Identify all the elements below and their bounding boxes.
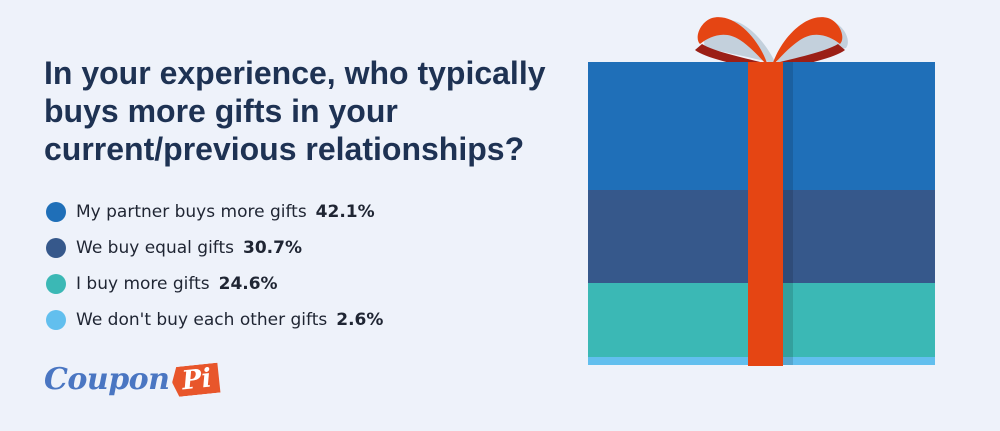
legend-value: 24.6%: [218, 274, 278, 294]
couponpi-logo: Coupon Pi: [44, 362, 219, 397]
legend-item-me: I buy more gifts 24.6%: [46, 266, 383, 302]
legend-value: 2.6%: [336, 310, 384, 330]
legend-dot-icon: [46, 238, 66, 258]
legend-label: We buy equal gifts: [76, 238, 234, 258]
legend-dot-icon: [46, 274, 66, 294]
legend-value: 30.7%: [243, 238, 302, 258]
legend-dot-icon: [46, 310, 66, 330]
legend-item-equal: We buy equal gifts 30.7%: [46, 230, 383, 266]
legend-label: My partner buys more gifts: [76, 202, 307, 222]
legend-item-none: We don't buy each other gifts 2.6%: [46, 302, 383, 338]
legend-label: We don't buy each other gifts: [76, 310, 328, 330]
legend: My partner buys more gifts 42.1% We buy …: [46, 194, 383, 338]
ribbon-vertical: [748, 62, 783, 366]
chart-title: In your experience, who typically buys m…: [44, 55, 546, 167]
legend-label: I buy more gifts: [76, 274, 210, 294]
legend-dot-icon: [46, 202, 66, 222]
logo-text: Coupon: [44, 362, 170, 397]
legend-value: 42.1%: [315, 202, 375, 222]
ribbon-shadow: [781, 62, 793, 365]
legend-item-partner: My partner buys more gifts 42.1%: [46, 194, 383, 230]
gift-box-chart: [588, 62, 935, 366]
